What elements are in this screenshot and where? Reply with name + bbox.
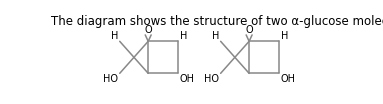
Text: HO: HO bbox=[103, 74, 118, 84]
Text: HO: HO bbox=[204, 74, 219, 84]
Text: H: H bbox=[281, 30, 288, 40]
Text: O: O bbox=[144, 25, 152, 35]
Text: O: O bbox=[245, 25, 253, 35]
Text: OH: OH bbox=[281, 74, 296, 84]
Text: H: H bbox=[180, 30, 187, 40]
Text: H: H bbox=[212, 30, 219, 40]
Text: H: H bbox=[111, 30, 118, 40]
Text: OH: OH bbox=[180, 74, 195, 84]
Text: The diagram shows the structure of two α-glucose molecules.: The diagram shows the structure of two α… bbox=[51, 15, 383, 28]
